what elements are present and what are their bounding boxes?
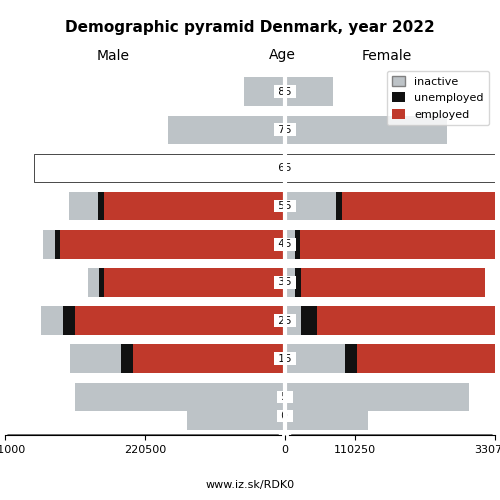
- Text: 15: 15: [275, 354, 295, 364]
- Bar: [356, 344, 500, 373]
- Bar: [104, 268, 285, 296]
- Bar: [70, 344, 121, 373]
- Bar: [285, 268, 294, 296]
- Text: www.iz.sk/RDK0: www.iz.sk/RDK0: [206, 480, 294, 490]
- Bar: [301, 268, 485, 296]
- Bar: [244, 78, 285, 106]
- Text: Demographic pyramid Denmark, year 2022: Demographic pyramid Denmark, year 2022: [65, 20, 435, 35]
- Bar: [60, 230, 285, 258]
- Bar: [294, 268, 301, 296]
- Text: 75: 75: [275, 125, 295, 135]
- Bar: [121, 344, 132, 373]
- Text: 5: 5: [278, 392, 291, 402]
- Bar: [342, 192, 500, 220]
- Bar: [98, 192, 104, 220]
- Bar: [34, 154, 285, 182]
- Text: 0: 0: [278, 411, 291, 421]
- Bar: [285, 382, 469, 411]
- Bar: [300, 230, 500, 258]
- Text: 35: 35: [275, 278, 295, 287]
- Text: 55: 55: [275, 201, 295, 211]
- Bar: [54, 230, 60, 258]
- Bar: [336, 192, 342, 220]
- Bar: [69, 192, 98, 220]
- Bar: [346, 344, 356, 373]
- Bar: [76, 306, 285, 335]
- Bar: [186, 402, 285, 430]
- Bar: [40, 306, 63, 335]
- Bar: [285, 344, 346, 373]
- Bar: [285, 116, 447, 144]
- Bar: [285, 230, 294, 258]
- Bar: [294, 230, 300, 258]
- Text: 45: 45: [275, 240, 295, 250]
- Text: 65: 65: [275, 163, 295, 173]
- Bar: [285, 306, 301, 335]
- Bar: [285, 192, 336, 220]
- Text: 25: 25: [275, 316, 295, 326]
- Text: Female: Female: [362, 48, 412, 62]
- Bar: [76, 382, 285, 411]
- Bar: [316, 306, 500, 335]
- Bar: [285, 402, 368, 430]
- Bar: [104, 192, 285, 220]
- Bar: [63, 306, 76, 335]
- Text: Age: Age: [268, 48, 295, 62]
- Text: 85: 85: [275, 86, 295, 97]
- Bar: [168, 116, 285, 144]
- Bar: [285, 78, 333, 106]
- Text: Male: Male: [96, 48, 130, 62]
- Legend: inactive, unemployed, employed: inactive, unemployed, employed: [386, 70, 490, 125]
- Bar: [99, 268, 104, 296]
- Bar: [285, 154, 500, 182]
- Bar: [301, 306, 316, 335]
- Bar: [132, 344, 285, 373]
- Bar: [88, 268, 99, 296]
- Bar: [43, 230, 54, 258]
